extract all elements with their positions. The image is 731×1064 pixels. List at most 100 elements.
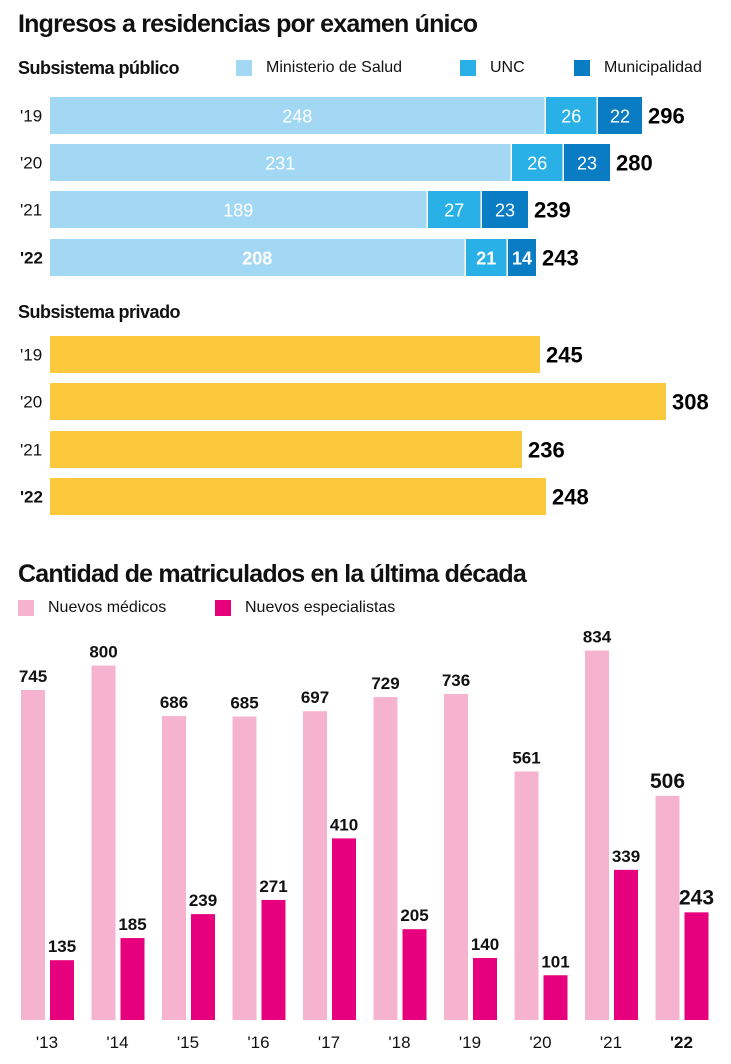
chart-title-matriculados: Cantidad de matriculados en la última dé…	[18, 560, 527, 588]
privado-year-label: '22	[20, 488, 43, 507]
legend-swatch-municipalidad	[574, 60, 590, 76]
publico-bar-segment	[512, 144, 563, 181]
legend-item-especialistas: Nuevos especialistas	[215, 599, 395, 617]
chart-title-ingresos: Ingresos a residencias por examen único	[18, 10, 478, 38]
bar-nuevos-medicos	[655, 795, 680, 1020]
privado-bar-segment	[50, 431, 522, 468]
bar-nuevos-especialistas	[191, 914, 215, 1020]
publico-bar-segment	[508, 239, 536, 276]
publico-segment-label: 27	[444, 201, 464, 221]
privado-bar-segment	[50, 478, 546, 515]
publico-segment-label: 22	[610, 107, 630, 127]
publico-bar-segment	[50, 144, 511, 181]
value-label-medicos: 561	[512, 748, 540, 767]
value-label-medicos: 729	[371, 674, 399, 693]
bar-nuevos-especialistas	[473, 957, 497, 1020]
x-tick-label: '17	[318, 1033, 340, 1052]
value-label-medicos: 686	[160, 693, 188, 712]
legend-item-unc: UNC	[460, 59, 525, 77]
publico-year-label: '21	[20, 201, 42, 220]
publico-segment-label: 26	[561, 107, 581, 127]
publico-bar-segment	[564, 144, 610, 181]
value-label-especialistas: 140	[471, 935, 499, 954]
value-label-especialistas: 339	[612, 847, 640, 866]
value-label-medicos: 834	[583, 628, 612, 647]
publico-year-label: '22	[20, 249, 43, 268]
subtitle-privado: Subsistema privado	[18, 302, 181, 322]
publico-bar-segment	[428, 191, 481, 228]
x-tick-label: '13	[36, 1033, 58, 1052]
value-label-especialistas: 101	[541, 952, 569, 971]
value-label-medicos: 800	[89, 643, 117, 662]
bar-nuevos-especialistas	[120, 938, 145, 1020]
value-label-especialistas: 205	[400, 906, 428, 925]
legend-label-unc: UNC	[490, 59, 525, 76]
value-label-medicos: 506	[650, 770, 685, 793]
x-tick-label: '21	[600, 1033, 622, 1052]
bar-nuevos-especialistas	[684, 912, 709, 1020]
publico-year-label: '19	[20, 107, 42, 126]
bar-nuevos-medicos	[162, 716, 186, 1020]
publico-segment-label: 21	[476, 249, 496, 269]
bar-nuevos-medicos	[373, 697, 398, 1020]
publico-segment-label: 26	[527, 154, 547, 174]
value-label-medicos: 697	[301, 688, 329, 707]
value-label-especialistas: 185	[118, 915, 146, 934]
bar-nuevos-medicos	[444, 693, 468, 1020]
publico-segment-label: 231	[265, 154, 295, 174]
publico-segment-label: 14	[512, 249, 532, 269]
value-label-medicos: 685	[230, 694, 258, 713]
bar-nuevos-medicos	[232, 716, 257, 1020]
legend-item-ministerio: Ministerio de Salud	[236, 59, 402, 77]
value-label-especialistas: 410	[330, 815, 358, 834]
publico-segment-label: 189	[223, 201, 253, 221]
bar-nuevos-especialistas	[332, 838, 356, 1020]
publico-bar-segment	[546, 97, 597, 134]
value-label-especialistas: 239	[189, 891, 217, 910]
privado-bar-segment	[50, 383, 666, 420]
value-label-especialistas: 271	[259, 877, 287, 896]
publico-segment-label: 23	[577, 154, 597, 174]
publico-bar-segment	[598, 97, 642, 134]
bar-nuevos-especialistas	[402, 929, 427, 1020]
privado-total-label: 308	[672, 390, 709, 415]
publico-total-label: 239	[534, 198, 571, 223]
privado-year-label: '21	[20, 441, 42, 460]
privado-total-label: 236	[528, 438, 565, 463]
publico-year-label: '20	[20, 154, 42, 173]
legend-item-municipalidad: Municipalidad	[574, 59, 702, 77]
bar-nuevos-medicos	[514, 771, 539, 1020]
legend-swatch-ministerio	[236, 60, 252, 76]
legend-swatch-medicos	[18, 600, 34, 616]
publico-bar-segment	[466, 239, 507, 276]
x-tick-label: '16	[247, 1033, 269, 1052]
privado-total-label: 248	[552, 485, 589, 510]
value-label-especialistas: 135	[48, 937, 76, 956]
x-tick-label: '20	[529, 1033, 551, 1052]
publico-bar-segment	[482, 191, 528, 228]
publico-segment-label: 248	[282, 107, 312, 127]
bar-nuevos-medicos	[303, 711, 327, 1020]
publico-bar-segment	[50, 239, 465, 276]
privado-total-label: 245	[546, 343, 583, 368]
legend-item-medicos: Nuevos médicos	[18, 599, 166, 617]
value-label-medicos: 736	[442, 671, 470, 690]
bar-nuevos-especialistas	[614, 869, 638, 1020]
publico-segment-label: 23	[495, 201, 515, 221]
legend-label-ministerio: Ministerio de Salud	[266, 59, 403, 76]
privado-year-label: '19	[20, 346, 42, 365]
publico-total-label: 243	[542, 246, 579, 271]
value-label-especialistas: 243	[679, 886, 714, 909]
publico-bar-segment	[50, 97, 545, 134]
x-tick-label: '15	[177, 1033, 199, 1052]
publico-segment-label: 208	[242, 249, 272, 269]
legend-label-medicos: Nuevos médicos	[48, 599, 167, 616]
publico-bar-segment	[50, 191, 427, 228]
publico-total-label: 280	[616, 151, 653, 176]
bar-nuevos-medicos	[91, 665, 116, 1020]
bar-nuevos-medicos	[585, 650, 609, 1020]
privado-bar-segment	[50, 336, 540, 373]
bar-nuevos-especialistas	[543, 975, 568, 1020]
x-tick-label: '18	[388, 1033, 410, 1052]
bar-nuevos-especialistas	[50, 960, 74, 1020]
